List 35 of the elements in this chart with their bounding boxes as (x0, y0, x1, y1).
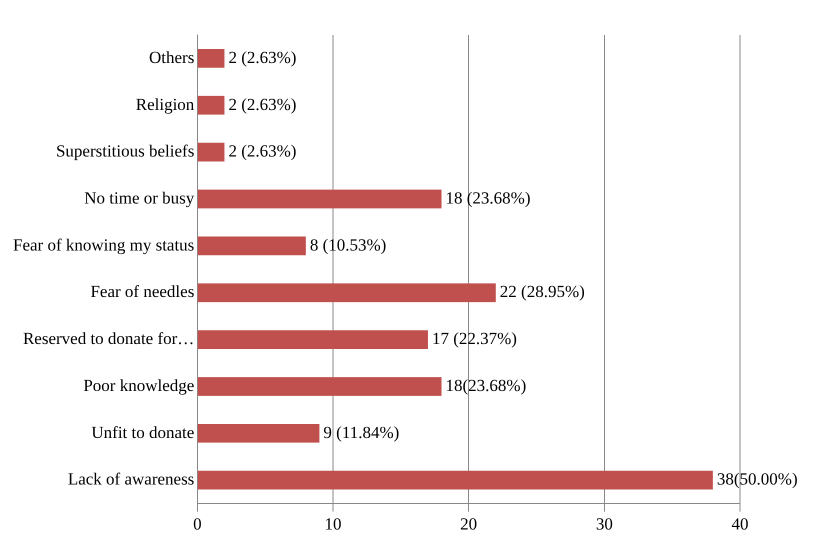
y-tick-label: Fear of needles (90, 282, 194, 302)
data-label: 17 (22.37%) (432, 329, 517, 348)
data-label: 18 (23.68%) (446, 188, 531, 208)
bar (198, 330, 428, 349)
bar (198, 424, 320, 443)
y-tick-label: Lack of awareness (68, 470, 194, 489)
y-tick-label: Fear of knowing my status (12, 235, 194, 254)
data-label: 38(50.00%) (716, 470, 798, 489)
y-tick-label: Religion (136, 94, 195, 114)
data-label: 18(23.68%) (446, 376, 526, 395)
bar (198, 236, 306, 256)
bar (198, 49, 224, 68)
x-tick-label: 0 (193, 514, 202, 534)
y-tick-label: Poor knowledge (83, 376, 194, 395)
y-tick-label: Others (148, 48, 194, 67)
y-tick-label: No time or busy (84, 188, 195, 208)
x-tick-label: 10 (324, 514, 342, 534)
data-label: 8 (10.53%) (310, 235, 386, 254)
bar (198, 96, 224, 115)
x-tick-label: 40 (732, 514, 748, 534)
data-label: 2 (2.63%) (228, 94, 296, 114)
bar (198, 283, 496, 302)
y-tick-label: Reserved to donate for… (22, 329, 194, 348)
x-tick-label: 20 (460, 514, 478, 534)
x-tick-label: 30 (596, 514, 613, 534)
data-label: 2 (2.63%) (228, 48, 296, 67)
bar (198, 470, 713, 490)
data-label: 9 (11.84%) (323, 422, 400, 442)
bar (198, 190, 442, 208)
bar (198, 142, 224, 162)
y-tick-label: Unfit to donate (91, 422, 194, 442)
y-tick-label: Superstitious beliefs (56, 142, 194, 161)
data-label: 2 (2.63%) (228, 142, 296, 161)
data-label: 22 (28.95%) (500, 282, 585, 302)
bar (198, 377, 442, 396)
